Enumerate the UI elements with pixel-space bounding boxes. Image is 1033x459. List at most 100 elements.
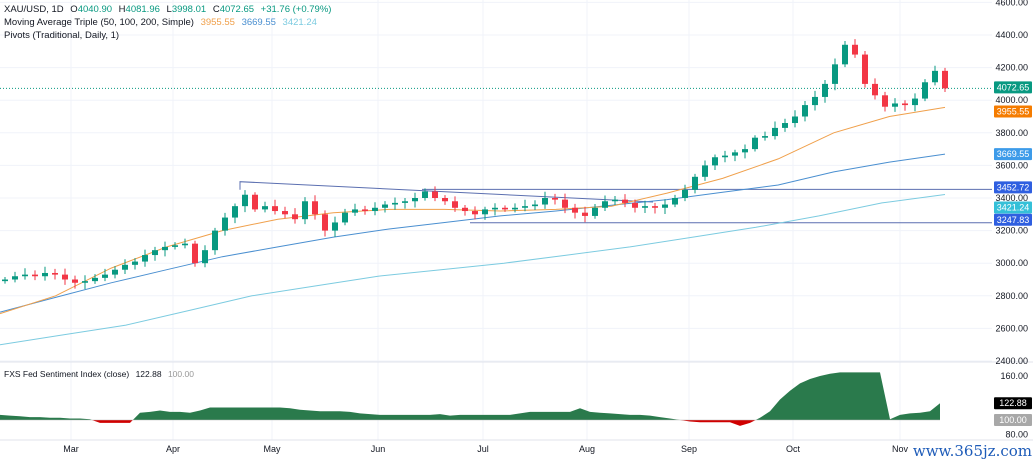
candle (542, 191, 548, 209)
candle (292, 208, 298, 224)
low-label: L3998.01 (166, 4, 207, 15)
candle (772, 121, 778, 140)
candle (172, 242, 178, 250)
candle (712, 154, 718, 170)
symbol-legend: XAU/USD, 1D O4040.90 H4081.96 L3998.01 C… (4, 4, 335, 15)
month-label: Jun (371, 444, 386, 454)
candle-body (802, 105, 808, 117)
ma200-line (0, 194, 946, 346)
candle (702, 160, 708, 181)
candle (112, 266, 118, 279)
candle-body (492, 207, 498, 210)
candle (642, 200, 648, 213)
badge-bg (994, 81, 1032, 94)
candle (502, 205, 508, 212)
candle-body (152, 250, 158, 256)
candle (332, 216, 338, 237)
candle-body (432, 191, 438, 198)
candle (622, 194, 628, 208)
candle-body (12, 276, 18, 280)
candle (912, 93, 918, 112)
candle (142, 249, 148, 267)
badge-text: 122.88 (999, 398, 1027, 408)
candle (752, 135, 758, 152)
candle (222, 212, 228, 236)
candle-body (502, 207, 508, 210)
candle (842, 41, 848, 68)
candle (312, 195, 318, 220)
candle (122, 259, 128, 274)
indicator-baseline: 100.00 (167, 369, 194, 379)
candle-body (452, 201, 458, 208)
candle (62, 268, 68, 285)
candle-body (632, 202, 638, 208)
ma50-badge: 3955.55 (994, 105, 1032, 118)
candle-body (202, 250, 208, 264)
candle (522, 199, 528, 212)
change-label: +31.76 (+0.79%) (260, 4, 332, 15)
candle-body (932, 70, 938, 83)
candle-body (782, 123, 788, 128)
candle-body (362, 209, 368, 212)
price-tick-label: 2800.00 (995, 291, 1028, 301)
candle-body (562, 199, 568, 208)
candle-body (132, 261, 138, 265)
pivot-upper-badge: 3452.72 (994, 181, 1032, 194)
candle-body (922, 82, 928, 99)
candle-body (22, 274, 28, 277)
candle (182, 238, 188, 249)
candle (782, 118, 788, 132)
candle-body (232, 206, 238, 218)
candle (82, 275, 88, 290)
candle-body (682, 189, 688, 198)
candle-body (672, 198, 678, 205)
candle (92, 274, 98, 284)
candle-body (612, 199, 618, 202)
candle-body (252, 194, 258, 210)
candle-body (902, 103, 908, 106)
badge-text: 3421.24 (997, 203, 1030, 213)
candle (832, 58, 838, 91)
close-label: C4072.65 (212, 4, 255, 15)
candle (262, 201, 268, 213)
candle (462, 205, 468, 216)
candle (892, 98, 898, 112)
month-label: May (263, 444, 281, 454)
candle (792, 110, 798, 128)
candle (42, 266, 48, 281)
candle (352, 203, 358, 216)
candle-body (472, 211, 478, 215)
candle-body (762, 136, 768, 138)
candle (532, 200, 538, 211)
candle (652, 202, 658, 214)
month-label: Aug (579, 444, 595, 454)
candle-body (352, 209, 358, 213)
pivots-title[interactable]: Pivots (Traditional, Daily, 1) (4, 30, 120, 41)
badge-bg (994, 181, 1032, 194)
candle (382, 201, 388, 213)
trendline (239, 181, 654, 203)
candle-body (192, 243, 198, 264)
candle-body (92, 277, 98, 282)
month-label: Oct (786, 444, 801, 454)
candle-body (162, 246, 168, 251)
ma-legend: Moving Average Triple (50, 100, 200, Sim… (4, 17, 321, 28)
candle (272, 199, 278, 215)
price-tick-label: 2400.00 (995, 356, 1028, 366)
ma-title[interactable]: Moving Average Triple (50, 100, 200, Sim… (4, 17, 194, 28)
candle (492, 203, 498, 216)
candle (12, 271, 18, 283)
symbol-label[interactable]: XAU/USD, 1D (4, 4, 64, 15)
indicator-title[interactable]: FXS Fed Sentiment Index (close) (4, 369, 130, 379)
candle (212, 227, 218, 255)
high-label: H4081.96 (118, 4, 160, 15)
candle (2, 277, 8, 284)
candle-body (602, 201, 608, 208)
candle (322, 210, 328, 237)
candle-body (822, 83, 828, 97)
candle (52, 268, 58, 280)
candle-body (72, 279, 78, 283)
candle (922, 79, 928, 102)
candle-body (342, 212, 348, 223)
